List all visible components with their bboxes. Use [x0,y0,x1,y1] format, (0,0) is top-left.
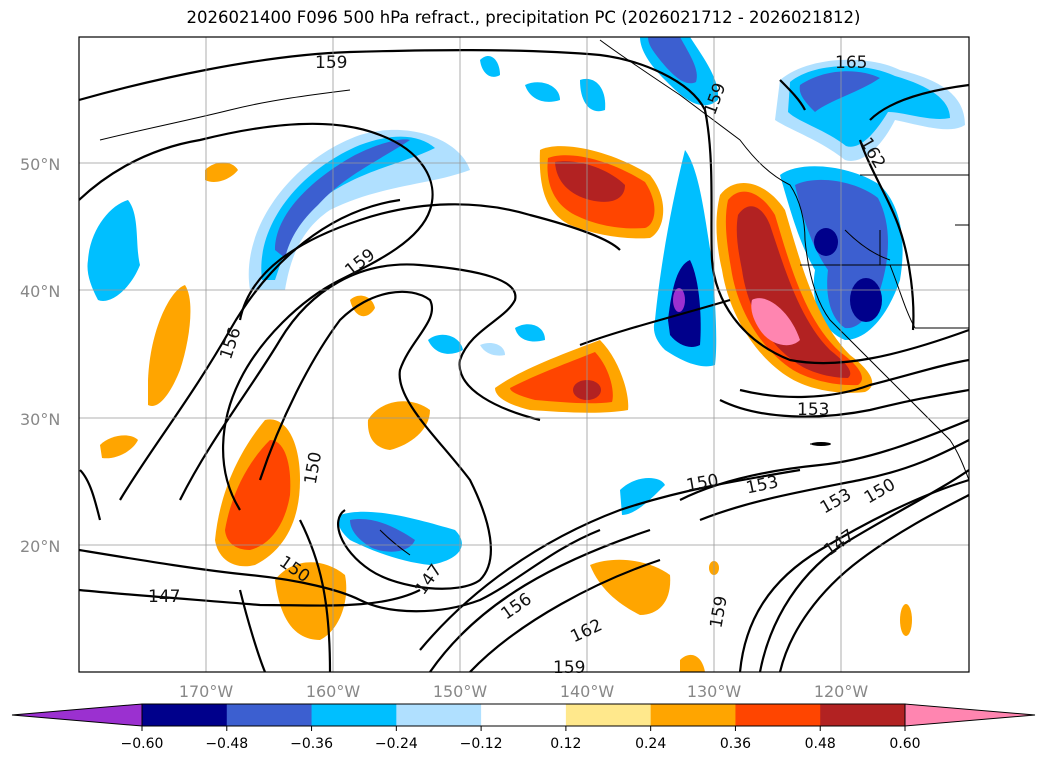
lat-label: 50°N [20,155,60,174]
neg-blob-small7 [480,343,505,356]
pos-blob-ne-pacific-core [555,161,625,202]
neg-blob-gulf [248,129,470,290]
colorbar-ticks: −0.60 −0.48 −0.36 −0.24 −0.12 0.12 0.24 0.36 0.4… [121,726,921,752]
contour-label: 153 [797,400,829,420]
colorbar-segment [226,704,313,726]
pos-blob-coast-deep [736,206,851,378]
colorbar-segment [311,704,397,726]
contour-156-south [79,528,601,613]
lat-label: 30°N [20,410,60,429]
contour-150-east [679,418,969,501]
pos-blob-south [590,559,671,615]
contour-150-trough [299,519,332,672]
colorbar-tick-label: 0.24 [635,736,666,752]
neg-blob-alaska-deep [648,37,697,84]
neg-blob-west [87,200,140,301]
neg-blob-small3 [580,78,606,112]
contour-159-north [79,49,969,365]
precipitation-fields [79,37,969,672]
contour-156-sw [419,468,801,651]
contour-150-coast [719,388,969,418]
colorbar-tick-label: −0.48 [205,736,248,752]
neg-blob-small2 [525,82,560,102]
neg-blob-bc-deep [799,71,880,112]
colorbar-tick-label: −0.60 [121,736,164,752]
pos-blob-coast-core [751,298,800,346]
contour-156-west [79,122,434,511]
contour-147-trough [238,589,267,672]
lat-label: 20°N [20,537,60,556]
neg-blob-small1 [480,55,500,77]
colorbar-segment [735,704,821,726]
colorbar-segment [820,704,906,726]
colorbar-tick-label: −0.12 [460,736,503,752]
neg-blob-central-core [673,288,685,312]
pos-blob-west-2-mid [225,440,291,550]
lon-labels: 170°W 160°W 150°W 140°W 130°W 120°W [179,682,869,701]
contour-147-south [79,588,421,607]
colorbar-tick-label: 0.60 [889,736,920,752]
colorbar-tick-label: −0.36 [290,736,333,752]
colorbar-extend-low [11,703,143,727]
contour-label: 147 [148,587,180,607]
lon-label: 150°W [433,682,488,701]
pos-blob-small-east [900,604,912,636]
contour-162-bc [869,83,969,121]
contour-west-coast [579,298,731,347]
pos-blob-west-1 [148,285,191,406]
contour-label: 159 [315,53,347,73]
coastlines [99,39,969,556]
colorbar [11,703,1036,727]
contour-label: 159 [553,658,585,678]
contour-label: 165 [835,53,867,73]
pos-blob-west-6 [205,162,238,182]
colorbar-tick-label: 0.12 [550,736,581,752]
contour-162-south [469,558,661,672]
colorbar-extend-high [904,703,1036,727]
neg-blob-hawaii-deep [350,519,415,552]
contour-west-edge [79,469,102,521]
neg-blob-small4 [428,334,463,354]
colorbar-segment [481,704,567,726]
contour-156-curl [119,198,401,501]
contour-pnw [779,79,806,111]
colorbar-segment [396,704,482,726]
lon-label: 170°W [179,682,234,701]
contour-153-coast [739,358,969,399]
lon-label: 120°W [814,682,869,701]
plot-frame [78,36,970,673]
pos-blob-west-5 [100,435,138,459]
pos-blob-south-2 [680,654,705,672]
colorbar-segment [142,704,228,726]
contour-153-east [699,439,969,522]
lon-label: 160°W [306,682,361,701]
lon-label: 140°W [560,682,615,701]
contour-153-east2 [738,478,969,672]
contour-lines [79,49,969,672]
neg-blob-pnw-core2 [850,278,882,322]
pos-blob-west-4 [367,401,430,450]
lon-label: 130°W [687,682,742,701]
colorbar-tick-label: 0.48 [805,736,836,752]
lat-label: 40°N [20,282,60,301]
neg-blob-pnw-core1 [814,228,838,256]
contour-159-loop [238,203,621,321]
colorbar-segment [565,704,652,726]
neg-blob-small5 [515,324,545,342]
colorbar-tick-label: −0.24 [375,736,418,752]
contour-162-bc2 [858,139,915,331]
map-title: 2026021400 F096 500 hPa refract., precip… [186,8,861,27]
lat-labels: 50°N 40°N 30°N 20°N [20,155,60,556]
colorbar-tick-label: 0.36 [720,736,751,752]
colorbar-frame [141,703,906,727]
contour-159-south [429,528,651,672]
colorbar-segment [650,704,736,726]
contour-147-east [778,494,969,672]
gridlines [79,37,969,672]
contour-150-inner [258,290,492,590]
